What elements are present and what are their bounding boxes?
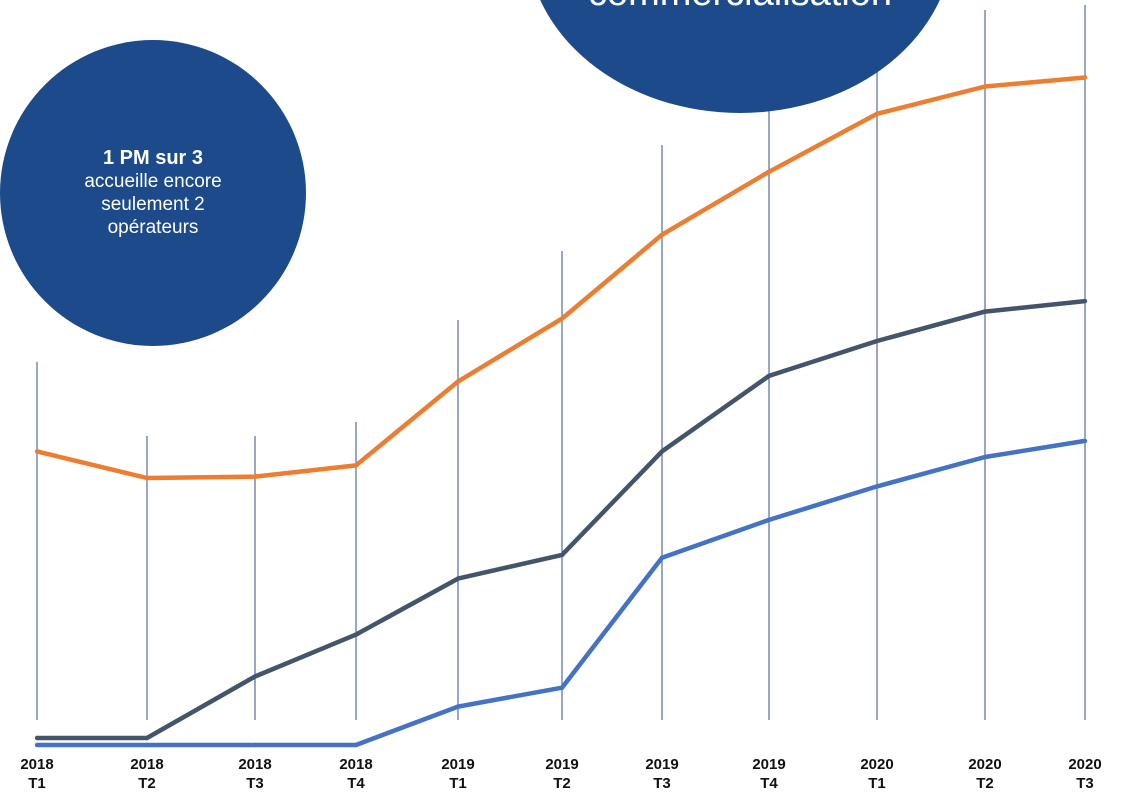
x-tick-quarter: T2 <box>138 775 156 792</box>
x-tick-label: 2018 T3 <box>210 755 300 793</box>
series-1-point-2 <box>144 475 150 481</box>
series-2-point-7 <box>659 449 665 454</box>
series-1-point-5 <box>455 379 461 384</box>
x-tick-year: 2019 <box>545 756 579 773</box>
x-tick-quarter: T1 <box>868 775 886 792</box>
x-tick-label: 2019 T3 <box>617 755 707 793</box>
series-2-point-8 <box>766 373 772 379</box>
x-tick-year: 2019 <box>441 756 475 773</box>
series-1-point-11 <box>1082 75 1088 80</box>
series-2-point-11 <box>1082 298 1088 304</box>
bubble-left-line-3: opérateurs <box>107 217 199 238</box>
x-tick-quarter: T3 <box>246 775 264 792</box>
series-3-point-8 <box>766 517 772 523</box>
x-tick-label: 2019 T1 <box>413 755 503 793</box>
series-3-point-11 <box>1082 438 1088 444</box>
series-1-point-9 <box>874 111 880 117</box>
x-tick-year: 2020 <box>860 756 894 773</box>
x-tick-year: 2018 <box>238 756 272 773</box>
x-tick-year: 2020 <box>1068 756 1102 773</box>
series-3-point-6 <box>559 685 565 690</box>
info-bubble-left: 1 PM sur 3 accueille encore seulement 2 … <box>0 40 306 346</box>
series-3-point-10 <box>982 454 988 460</box>
x-tick-year: 2018 <box>339 756 373 773</box>
series-2-point-10 <box>982 309 988 314</box>
x-tick-year: 2018 <box>20 756 54 773</box>
x-tick-label: 2019 T4 <box>724 755 814 793</box>
series-1-point-4 <box>353 463 359 468</box>
x-tick-year: 2019 <box>645 756 679 773</box>
x-tick-year: 2018 <box>130 756 164 773</box>
series-line-3 <box>37 438 1086 748</box>
bubble-left-line-2: seulement 2 <box>101 194 205 215</box>
series-2-point-5 <box>455 576 461 581</box>
x-tick-quarter: T2 <box>976 775 994 792</box>
bubble-top-text: commercialisation <box>588 0 892 13</box>
x-tick-year: 2020 <box>968 756 1002 773</box>
series-3-point-3 <box>252 742 258 748</box>
series-1-point-10 <box>982 84 988 89</box>
x-tick-quarter: T1 <box>28 775 46 792</box>
series-1-point-7 <box>659 232 665 237</box>
bubble-left-strong: 1 PM sur 3 <box>102 147 204 169</box>
x-tick-quarter: T2 <box>553 775 571 792</box>
x-tick-quarter: T3 <box>1076 775 1094 792</box>
series-3-point-7 <box>659 555 665 560</box>
x-tick-quarter: T1 <box>449 775 467 792</box>
series-3-point-2 <box>144 742 150 748</box>
series-2-point-3 <box>252 674 258 679</box>
x-tick-quarter: T3 <box>653 775 671 792</box>
series-1-point-3 <box>252 474 258 479</box>
x-tick-label: 2020 T2 <box>940 755 1030 793</box>
x-tick-label: 2018 T1 <box>0 755 82 793</box>
series-3-point-4 <box>353 742 359 748</box>
x-tick-label: 2020 T3 <box>1040 755 1130 793</box>
x-tick-label: 2018 T2 <box>102 755 192 793</box>
bubble-left-line-1: accueille encore <box>84 171 222 192</box>
series-2-point-2 <box>144 735 150 741</box>
x-tick-quarter: T4 <box>347 775 365 792</box>
series-line-2 <box>37 298 1086 741</box>
x-tick-label: 2019 T2 <box>517 755 607 793</box>
x-tick-label: 2020 T1 <box>832 755 922 793</box>
series-2-point-1 <box>34 735 40 741</box>
series-3-point-1 <box>34 742 40 748</box>
x-tick-year: 2019 <box>752 756 786 773</box>
series-3-point-5 <box>455 704 461 709</box>
series-2-point-9 <box>874 338 880 344</box>
series-3-point-9 <box>874 484 880 489</box>
x-tick-label: 2018 T4 <box>311 755 401 793</box>
series-2-point-6 <box>559 552 565 558</box>
series-1-point-8 <box>766 169 772 174</box>
series-1-point-6 <box>559 316 565 321</box>
x-tick-quarter: T4 <box>760 775 778 792</box>
series-1-point-1 <box>34 449 40 454</box>
series-2-point-4 <box>353 632 359 637</box>
